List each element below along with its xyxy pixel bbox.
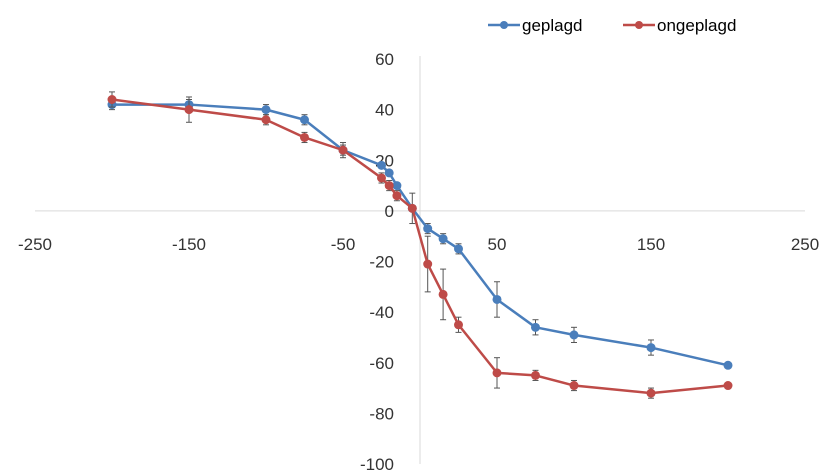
x-tick-label: -250 — [18, 235, 52, 254]
legend-label: geplagd — [522, 16, 583, 35]
data-point — [723, 360, 733, 370]
data-point — [377, 160, 386, 170]
data-point — [300, 132, 309, 142]
data-point — [261, 105, 271, 115]
data-point — [492, 368, 502, 378]
data-point — [423, 224, 433, 234]
x-tick-label: 250 — [791, 235, 819, 254]
data-point — [569, 381, 579, 391]
x-tick-label: -150 — [172, 235, 206, 254]
data-point — [107, 95, 117, 104]
data-point — [392, 191, 402, 201]
data-point — [384, 168, 394, 178]
data-point — [338, 145, 348, 155]
data-point — [438, 234, 448, 244]
x-tick-label: 50 — [488, 235, 507, 254]
legend-item-ongeplagd: ongeplagd — [623, 16, 736, 35]
legend: geplagd ongeplagd — [488, 16, 736, 35]
data-point — [646, 343, 656, 353]
data-point — [646, 388, 656, 398]
legend-label: ongeplagd — [657, 16, 736, 35]
y-tick-label: 0 — [385, 202, 394, 221]
data-point — [492, 294, 502, 304]
x-tick-label: 150 — [637, 235, 665, 254]
data-point — [531, 322, 540, 332]
data-point — [454, 244, 463, 254]
series-ongeplagd — [107, 91, 733, 399]
data-point — [569, 330, 579, 340]
y-tick-label: -20 — [369, 253, 394, 272]
y-tick-label: -40 — [369, 303, 394, 322]
axes — [35, 56, 805, 464]
data-point — [384, 181, 394, 191]
data-point — [392, 181, 402, 191]
data-point — [723, 381, 733, 391]
data-point — [531, 370, 540, 380]
data-point — [261, 115, 271, 125]
y-tick-label: 40 — [375, 101, 394, 120]
y-tick-label: 60 — [375, 50, 394, 69]
plot-area — [107, 91, 733, 399]
legend-item-geplagd: geplagd — [488, 16, 583, 35]
legend-swatch-marker — [500, 21, 508, 29]
legend-swatch-marker — [635, 21, 643, 29]
data-point — [407, 203, 417, 213]
data-point — [300, 115, 309, 125]
tick-labels: -250 -150 -50 50 150 250-100-80-60-40-2002040… — [18, 50, 819, 474]
data-point — [438, 289, 448, 299]
x-tick-label: -50 — [331, 235, 356, 254]
data-point — [454, 320, 463, 330]
y-tick-label: -100 — [360, 455, 394, 474]
y-tick-label: -60 — [369, 354, 394, 373]
data-point — [184, 105, 194, 115]
data-point — [377, 173, 386, 183]
data-point — [423, 259, 433, 269]
y-tick-label: -80 — [369, 404, 394, 423]
